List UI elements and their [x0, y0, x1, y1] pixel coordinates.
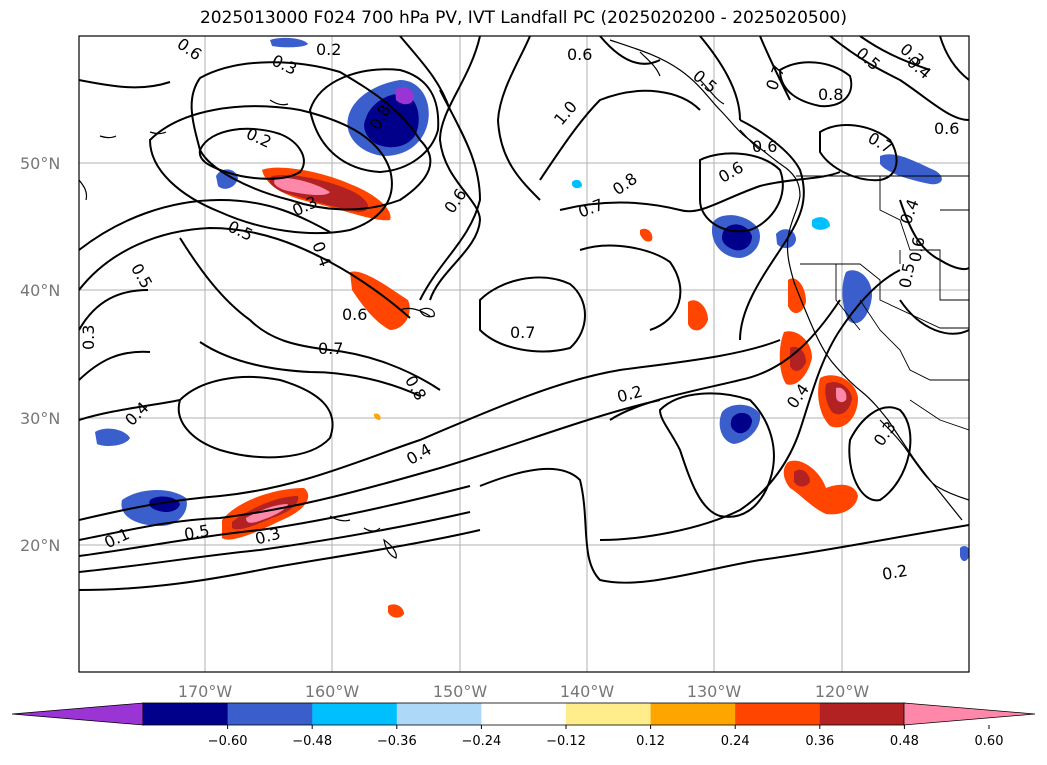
contour-label: 0.6 — [752, 137, 777, 156]
latitude-labels: 50°N 40°N 30°N 20°N — [20, 154, 60, 555]
colorbar-segment — [143, 703, 229, 725]
contour-label: 0.6 — [567, 45, 592, 64]
colorbar-tick-label: 0.12 — [636, 734, 665, 749]
colorbar-segment — [312, 703, 398, 725]
contour-label: 0.8 — [818, 85, 843, 104]
lat-label-50n: 50°N — [20, 154, 60, 173]
plot-title: 2025013000 F024 700 hPa PV, IVT Landfall… — [199, 8, 847, 28]
colorbar-tick-label: −0.48 — [292, 734, 332, 749]
map-frame — [78, 35, 970, 673]
contour-label: 0.6 — [905, 235, 928, 263]
colorbar: −0.60 −0.48 −0.36 −0.24 −0.12 0.12 0.24 0.36 0.4… — [11, 702, 1036, 749]
colorbar-tick-label: −0.60 — [208, 734, 248, 749]
colorbar-tick-label: −0.24 — [461, 734, 501, 749]
contour-label: 0.5 — [895, 261, 918, 289]
contour-label: 0.7 — [510, 323, 535, 342]
colorbar-ticks: −0.60 −0.48 −0.36 −0.24 −0.12 0.12 0.24 0.36 0.4… — [208, 725, 1004, 749]
colorbar-segment — [735, 703, 821, 725]
lat-label-30n: 30°N — [20, 409, 60, 428]
colorbar-segment — [650, 703, 736, 725]
negative-shading — [95, 37, 969, 561]
contour-label: 0.7 — [318, 339, 343, 358]
colorbar-right-extension — [903, 702, 1036, 726]
lon-label-120w: 120°W — [815, 682, 870, 701]
contour-label: 0.2 — [316, 40, 341, 59]
lon-label-130w: 130°W — [687, 682, 742, 701]
colorbar-tick-label: 0.36 — [805, 734, 834, 749]
colorbar-left-extension — [11, 702, 144, 726]
positive-shading — [222, 167, 858, 618]
contour-label: 0.6 — [934, 119, 959, 138]
boundaries — [796, 175, 969, 431]
colorbar-segments — [142, 702, 905, 726]
lat-label-40n: 40°N — [20, 281, 60, 300]
lon-label-160w: 160°W — [305, 682, 360, 701]
colorbar-segment — [396, 703, 482, 725]
pv-contours — [79, 36, 969, 591]
contour-label: 0.5 — [183, 521, 211, 544]
colorbar-segment — [819, 703, 905, 725]
graticule — [79, 36, 969, 672]
colorbar-tick-label: 0.48 — [890, 734, 919, 749]
longitude-labels: 170°W 160°W 150°W 140°W 130°W 120°W — [178, 682, 870, 701]
lon-label-150w: 150°W — [433, 682, 488, 701]
lon-label-140w: 140°W — [560, 682, 615, 701]
colorbar-tick-label: 0.24 — [721, 734, 750, 749]
colorbar-tick-label: −0.12 — [546, 734, 586, 749]
colorbar-segment — [566, 703, 652, 725]
coastlines — [79, 39, 969, 559]
lat-label-20n: 20°N — [20, 536, 60, 555]
contour-label: 0.6 — [342, 305, 367, 324]
map-background — [79, 36, 969, 672]
colorbar-segment — [227, 703, 313, 725]
contour-label: 0.2 — [881, 561, 909, 584]
colorbar-tick-label: 0.60 — [975, 734, 1004, 749]
colorbar-tick-label: −0.36 — [377, 734, 417, 749]
contour-label: 0.3 — [79, 325, 98, 350]
lon-label-170w: 170°W — [178, 682, 233, 701]
colorbar-segment — [481, 703, 567, 725]
